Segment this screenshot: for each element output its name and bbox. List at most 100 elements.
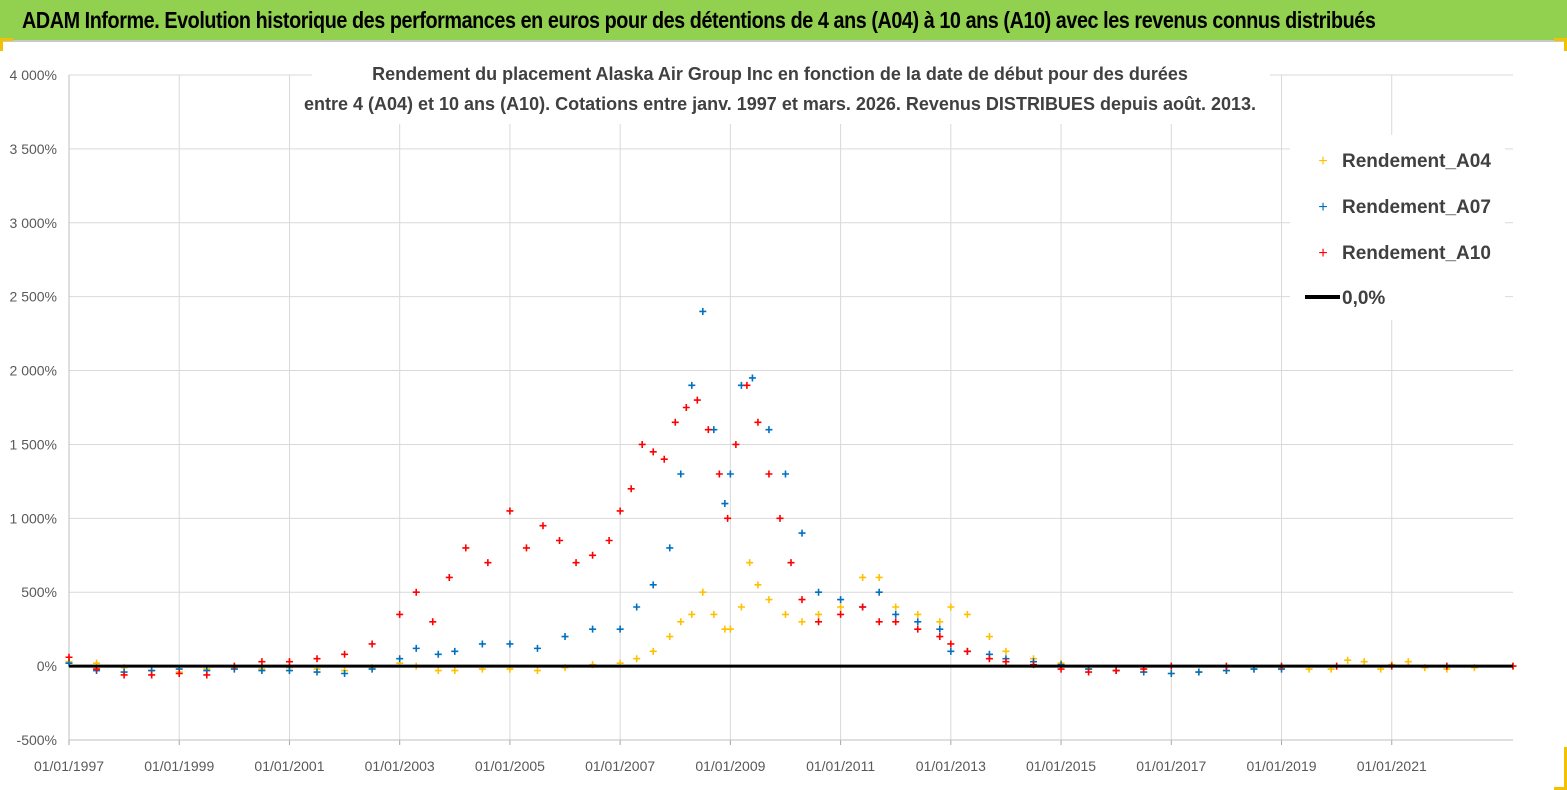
x-tick-label: 01/01/2001 — [254, 758, 324, 774]
x-tick-label: 01/01/2007 — [585, 758, 655, 774]
data-point — [985, 655, 993, 663]
data-point — [1112, 667, 1120, 675]
data-point — [914, 625, 922, 633]
data-point — [649, 448, 657, 456]
data-point — [506, 640, 514, 648]
data-point — [699, 588, 707, 596]
data-point — [203, 671, 211, 679]
data-point — [285, 667, 293, 675]
data-point — [451, 667, 459, 675]
data-point — [1195, 668, 1203, 676]
x-tick-label: 01/01/2011 — [806, 758, 875, 774]
data-point — [815, 588, 823, 596]
series-rendement_a04 — [65, 559, 1517, 677]
data-point — [556, 537, 564, 544]
data-point — [677, 470, 685, 478]
x-tick-label: 01/01/2015 — [1026, 758, 1096, 774]
x-tick-label: 01/01/1999 — [144, 758, 214, 774]
data-point — [693, 396, 701, 404]
data-point — [258, 658, 266, 666]
data-point — [765, 470, 773, 478]
data-point — [947, 640, 955, 648]
data-point — [914, 618, 922, 626]
data-point — [859, 573, 867, 581]
data-point — [572, 559, 580, 567]
page-title: ADAM Informe. Evolution historique des p… — [22, 7, 1376, 33]
data-point — [506, 507, 514, 515]
legend-label-a10: Rendement_A10 — [1342, 243, 1491, 264]
data-point — [533, 667, 541, 675]
data-point — [787, 559, 795, 567]
data-point — [589, 551, 597, 559]
legend-box — [1290, 135, 1505, 320]
data-point — [892, 603, 900, 611]
y-tick-label: 0% — [37, 658, 57, 674]
data-point — [605, 537, 613, 544]
data-point — [148, 671, 156, 679]
data-point — [798, 529, 806, 537]
data-point — [936, 625, 944, 633]
data-point — [368, 640, 376, 648]
y-tick-label: 2 000% — [10, 363, 57, 379]
data-point — [936, 633, 944, 641]
x-tick-label: 01/01/1997 — [34, 758, 104, 774]
corner-mark-bottom-right — [1554, 747, 1567, 790]
data-point — [671, 418, 679, 426]
data-point — [638, 440, 646, 448]
data-point — [1344, 656, 1352, 664]
chart-title-line-1: Rendement du placement Alaska Air Group … — [372, 64, 1188, 84]
data-point — [748, 374, 756, 382]
data-point — [666, 633, 674, 641]
data-point — [649, 581, 657, 589]
legend: + Rendement_A04 + Rendement_A07 + Rendem… — [1290, 135, 1505, 320]
data-point — [947, 647, 955, 655]
data-point — [412, 644, 420, 652]
x-tick-label: 01/01/2013 — [916, 758, 986, 774]
data-point — [341, 650, 349, 658]
series-rendement_a07 — [65, 307, 1286, 677]
data-point — [892, 610, 900, 618]
data-point — [724, 514, 732, 522]
data-point — [451, 647, 459, 655]
data-point — [765, 596, 773, 604]
data-point — [462, 544, 470, 552]
data-point — [616, 507, 624, 515]
data-point — [754, 418, 762, 426]
legend-label-a04: Rendement_A04 — [1342, 151, 1491, 172]
data-point — [859, 603, 867, 611]
data-point — [914, 610, 922, 618]
data-point — [837, 596, 845, 604]
x-tick-label: 01/01/2021 — [1357, 758, 1427, 774]
data-point — [815, 610, 823, 618]
legend-label-a07: Rendement_A07 — [1342, 197, 1491, 218]
data-point — [539, 522, 547, 530]
data-point — [484, 559, 492, 567]
y-axis-ticks: -500% 0% 500% 1 000% 1 500% 2 000% 2 500% 3 000… — [10, 67, 57, 748]
chart-title-box — [312, 56, 1270, 124]
y-tick-label: 1 000% — [10, 510, 57, 526]
data-point — [313, 668, 321, 676]
data-point — [258, 667, 266, 675]
data-point — [947, 603, 955, 611]
data-point — [737, 603, 745, 611]
data-point — [721, 500, 729, 508]
y-tick-label: -500% — [17, 732, 57, 748]
data-point — [1085, 668, 1093, 676]
data-point — [781, 610, 789, 618]
data-point — [649, 647, 657, 655]
y-tick-label: 3 000% — [10, 215, 57, 231]
data-point — [616, 625, 624, 633]
data-point — [682, 404, 690, 411]
data-point — [666, 544, 674, 552]
x-axis-ticks: 01/01/1997 01/01/1999 01/01/2001 01/01/2003… — [34, 758, 1427, 774]
header-banner: ADAM Informe. Evolution historique des p… — [0, 0, 1567, 42]
corner-mark-top-right — [1554, 38, 1567, 51]
data-point — [660, 455, 668, 463]
data-point — [732, 440, 740, 448]
data-point — [815, 618, 823, 626]
data-point — [285, 658, 293, 666]
data-point — [875, 618, 883, 626]
data-point — [533, 644, 541, 652]
data-point — [434, 667, 442, 675]
